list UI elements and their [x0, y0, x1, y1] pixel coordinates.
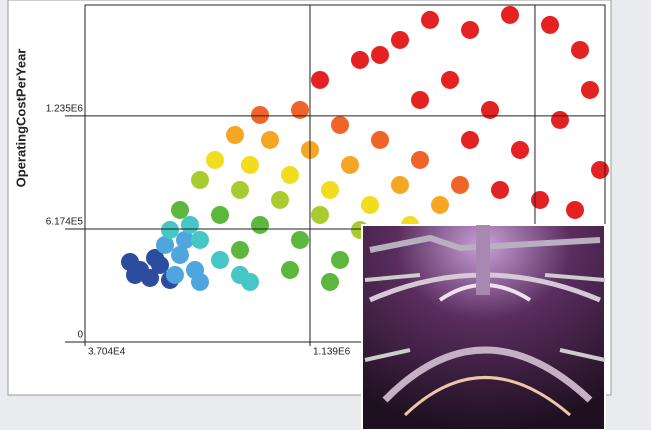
point [481, 100, 499, 119]
point [551, 110, 569, 129]
point [311, 70, 329, 89]
point [371, 45, 389, 64]
point [421, 10, 439, 29]
point [206, 150, 224, 169]
point [211, 250, 229, 269]
point [261, 130, 279, 149]
x-tick-label: 3.704E4 [88, 347, 126, 358]
y-tick-label: 6.174E5 [46, 217, 84, 228]
point [141, 268, 159, 287]
point [371, 130, 389, 149]
y-tick-label: 1.235E6 [46, 104, 84, 115]
point [156, 235, 174, 254]
point [411, 90, 429, 109]
point [211, 205, 229, 224]
point [321, 180, 339, 199]
point [191, 272, 209, 291]
point [291, 230, 309, 249]
point [126, 265, 144, 284]
point [566, 200, 584, 219]
point [231, 180, 249, 199]
point [241, 272, 259, 291]
point [341, 155, 359, 174]
photo-ring [382, 346, 593, 403]
photo-shaft [476, 225, 490, 295]
point [571, 40, 589, 59]
y-axis-title: OperatingCostPerYear [13, 49, 28, 188]
point [191, 230, 209, 249]
point [361, 195, 379, 214]
point [176, 230, 194, 249]
point [146, 248, 164, 267]
point [451, 175, 469, 194]
photo-ring [403, 376, 571, 417]
point [491, 180, 509, 199]
plot-frame [84, 4, 606, 343]
point [391, 175, 409, 194]
point [331, 115, 349, 134]
y-tick-label: 0 [77, 330, 83, 341]
point [501, 5, 519, 24]
point [251, 105, 269, 124]
point [181, 215, 199, 234]
point [461, 20, 479, 39]
point [531, 190, 549, 209]
point [191, 170, 209, 189]
point [441, 70, 459, 89]
point [331, 250, 349, 269]
point [511, 140, 529, 159]
point [171, 245, 189, 264]
point [411, 150, 429, 169]
point [431, 195, 449, 214]
point [166, 265, 184, 284]
point [461, 130, 479, 149]
point [321, 272, 339, 291]
point [281, 165, 299, 184]
point [541, 15, 559, 34]
photo-blades [364, 273, 606, 362]
point [251, 215, 269, 234]
point [581, 80, 599, 99]
point [161, 220, 179, 239]
point [171, 200, 189, 219]
point [226, 125, 244, 144]
point [311, 205, 329, 224]
inset-photo [361, 224, 606, 430]
point [591, 160, 609, 179]
point [241, 155, 259, 174]
point [391, 30, 409, 49]
point [281, 260, 299, 279]
x-tick-label: 1.139E6 [313, 347, 351, 358]
point [271, 190, 289, 209]
point [291, 100, 309, 119]
photo-plate [369, 234, 601, 253]
point [231, 240, 249, 259]
point [351, 50, 369, 69]
